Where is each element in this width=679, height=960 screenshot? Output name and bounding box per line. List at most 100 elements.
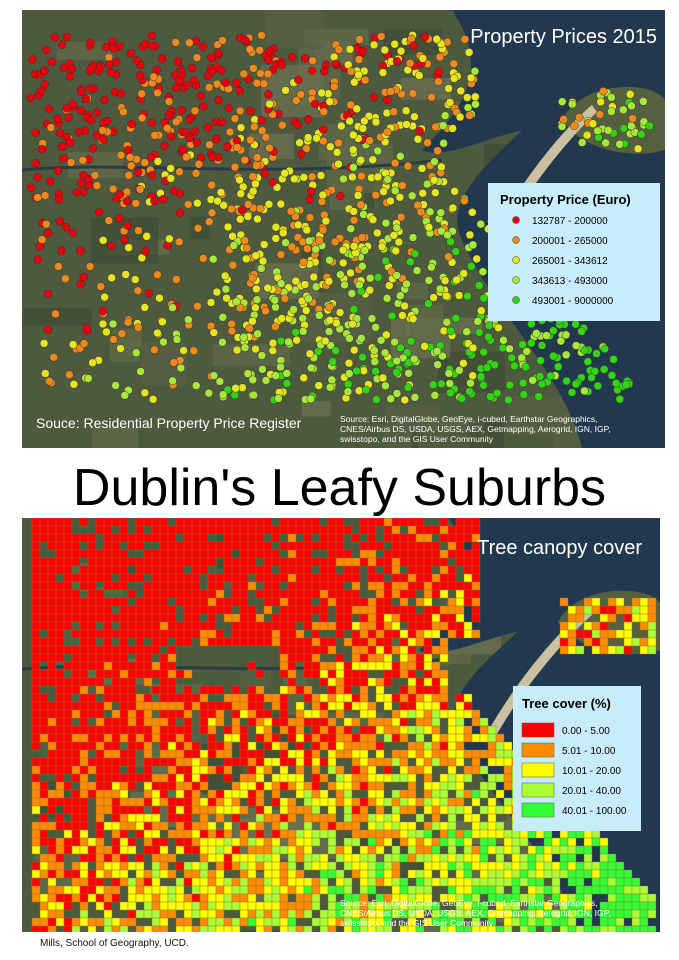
- tree-cell: [103, 789, 113, 799]
- tree-cell: [63, 533, 73, 543]
- property-dot: [299, 373, 309, 383]
- tree-cell: [159, 557, 169, 567]
- tree-cell: [111, 749, 121, 759]
- property-dot: [308, 56, 317, 65]
- tree-cell: [71, 573, 81, 583]
- property-dot: [76, 106, 86, 115]
- tree-cell: [47, 757, 57, 767]
- tree-cell: [199, 621, 209, 631]
- tree-cell: [327, 885, 337, 895]
- tree-cell: [191, 773, 201, 783]
- property-dot: [96, 62, 105, 71]
- property-dot: [211, 134, 221, 144]
- tree-cell: [359, 861, 369, 871]
- tree-cell: [479, 845, 489, 855]
- property-dot: [182, 80, 192, 90]
- tree-cell: [391, 629, 401, 639]
- tree-cell: [431, 645, 441, 655]
- main-title: Dublin's Leafy Suburbs: [72, 459, 607, 517]
- tree-cell: [447, 597, 457, 607]
- tree-cell: [647, 925, 657, 932]
- property-dot: [236, 123, 246, 132]
- property-dot: [153, 328, 162, 338]
- tree-cell: [303, 541, 313, 551]
- tree-cell: [575, 885, 585, 895]
- tree-cell: [623, 645, 633, 655]
- tree-cell: [143, 661, 153, 671]
- tree-cell: [167, 869, 177, 879]
- tree-cell: [303, 589, 313, 599]
- tree-cell: [319, 541, 329, 551]
- tree-cell: [455, 717, 465, 727]
- tree-cell: [279, 701, 289, 711]
- tree-cell: [391, 757, 401, 767]
- property-dot: [580, 345, 589, 355]
- tree-cell: [383, 797, 393, 807]
- tree-cell: [55, 669, 65, 679]
- tree-cell: [351, 797, 361, 807]
- tree-cell: [223, 701, 233, 711]
- tree-cell: [63, 677, 73, 687]
- tree-cell: [359, 669, 369, 679]
- property-dot: [299, 173, 309, 182]
- tree-cell: [327, 677, 337, 687]
- tree-cell: [311, 693, 321, 703]
- tree-cell: [239, 581, 249, 591]
- property-dot: [575, 113, 584, 122]
- tree-cell: [71, 813, 81, 823]
- tree-cell: [311, 789, 321, 799]
- property-dot: [207, 180, 216, 190]
- tree-cell: [103, 629, 113, 639]
- tree-cell: [183, 693, 193, 703]
- property-dot: [243, 369, 253, 378]
- tree-cell: [423, 709, 433, 719]
- tree-cell: [47, 925, 57, 932]
- tree-cell: [167, 725, 177, 735]
- tree-cell: [143, 565, 153, 575]
- property-dot: [532, 329, 541, 338]
- property-dot: [410, 112, 419, 121]
- tree-cell: [279, 845, 289, 855]
- tree-cell: [127, 901, 137, 911]
- tree-cell: [199, 869, 209, 879]
- tree-cell: [143, 533, 153, 543]
- tree-cell: [351, 605, 361, 615]
- tree-cell: [615, 645, 625, 655]
- property-dot: [416, 207, 426, 217]
- legend-swatch: [512, 296, 520, 304]
- property-dot: [571, 379, 581, 389]
- tree-cell: [31, 845, 41, 855]
- property-dot: [140, 388, 150, 398]
- tree-cell: [119, 661, 129, 671]
- tree-cell: [143, 837, 153, 847]
- property-dot: [361, 385, 371, 395]
- tree-cell: [479, 877, 489, 887]
- tree-cell: [135, 893, 145, 903]
- property-dot: [357, 171, 366, 181]
- tree-cell: [455, 797, 465, 807]
- tree-cell: [271, 821, 281, 831]
- tree-cell: [143, 869, 153, 879]
- tree-cell: [391, 885, 401, 895]
- property-dot: [164, 97, 174, 106]
- tree-cell: [583, 885, 593, 895]
- property-dot: [153, 157, 163, 166]
- tree-cell: [159, 693, 169, 703]
- property-dot: [108, 184, 118, 194]
- property-dot: [607, 107, 616, 116]
- tree-cell: [311, 629, 321, 639]
- property-dot: [420, 32, 430, 42]
- property-dot: [315, 236, 324, 245]
- tree-cell: [431, 709, 441, 719]
- tree-cell: [247, 757, 257, 767]
- tree-cell: [135, 885, 145, 895]
- property-dot: [334, 159, 343, 169]
- tree-cell: [631, 917, 641, 927]
- tree-cell: [183, 925, 193, 932]
- tree-cell: [111, 805, 121, 815]
- tree-cell: [255, 637, 265, 647]
- tree-cell: [215, 573, 225, 583]
- tree-cell: [623, 877, 633, 887]
- property-dot: [236, 189, 246, 198]
- tree-cell: [271, 917, 281, 927]
